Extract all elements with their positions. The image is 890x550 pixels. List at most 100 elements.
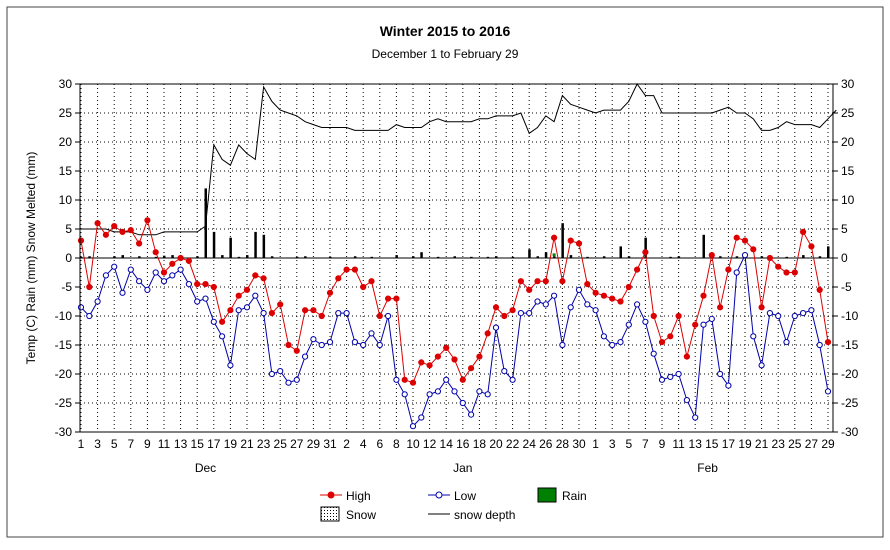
high-point xyxy=(302,307,309,314)
high-point xyxy=(600,292,608,299)
month-label: Jan xyxy=(453,461,472,475)
y-tick-label-right: -15 xyxy=(841,338,859,352)
high-point xyxy=(575,240,583,247)
snow-bar xyxy=(669,256,672,258)
snow-bar xyxy=(304,256,307,258)
low-point xyxy=(542,301,549,308)
high-point xyxy=(526,286,533,293)
snow-bar xyxy=(544,252,548,258)
snow-bar xyxy=(677,256,681,258)
x-tick-label: 28 xyxy=(556,437,570,451)
x-tick-label: 5 xyxy=(625,437,632,451)
high-point xyxy=(443,344,450,351)
low-point xyxy=(451,388,458,395)
snow-bar xyxy=(453,256,456,258)
low-point xyxy=(517,310,525,317)
x-tick-label: 18 xyxy=(473,437,487,451)
snow-bar xyxy=(262,234,266,258)
chart-border xyxy=(6,6,884,538)
snow-bar xyxy=(270,256,274,258)
high-point xyxy=(551,234,558,241)
low-point xyxy=(791,312,798,320)
high-point xyxy=(243,286,251,293)
snow-bar xyxy=(212,231,216,258)
snow-bar xyxy=(569,255,573,258)
x-tick-label: 3 xyxy=(609,437,616,451)
low-point xyxy=(326,339,334,346)
low-point xyxy=(219,333,226,340)
y-tick-label-left: 15 xyxy=(59,164,73,178)
low-point xyxy=(177,266,184,273)
snow-bar xyxy=(229,237,232,258)
high-point xyxy=(542,278,549,285)
low-point xyxy=(509,376,516,383)
low-point xyxy=(376,341,383,349)
snow-bar xyxy=(702,234,705,258)
x-tick-label: 4 xyxy=(360,437,367,451)
high-point xyxy=(77,237,85,244)
low-point xyxy=(185,281,192,288)
legend-high-label: High xyxy=(346,489,371,503)
high-point xyxy=(376,312,383,320)
low-point xyxy=(733,269,740,276)
snow-bar xyxy=(735,256,739,258)
high-point xyxy=(86,283,93,291)
high-point xyxy=(144,217,151,224)
high-point xyxy=(219,318,226,325)
high-point xyxy=(783,269,790,276)
x-tick-label: 30 xyxy=(572,437,586,451)
snow-bar xyxy=(553,256,556,258)
high-point xyxy=(625,283,632,291)
low-point xyxy=(285,379,292,386)
x-tick-label: 29 xyxy=(307,437,321,451)
low-point xyxy=(476,388,483,395)
x-tick-label: 21 xyxy=(755,437,769,451)
chart-title: Winter 2015 to 2016 xyxy=(380,23,511,39)
snow-bar xyxy=(221,255,224,258)
low-point xyxy=(667,373,674,380)
high-point xyxy=(733,234,740,241)
series-lines xyxy=(77,83,837,430)
low-point xyxy=(634,301,641,308)
low-point xyxy=(808,307,815,314)
y-tick-label-left: -20 xyxy=(55,367,73,381)
x-tick-label: 29 xyxy=(821,437,835,451)
high-point xyxy=(368,278,375,285)
snow-bar xyxy=(644,237,647,258)
high-point xyxy=(517,278,525,285)
y-tick-label-left: 0 xyxy=(65,251,72,265)
snow-bar xyxy=(370,256,373,258)
high-point xyxy=(675,312,682,320)
high-point xyxy=(617,298,624,305)
high-point xyxy=(418,359,425,366)
x-tick-label: 21 xyxy=(240,437,254,451)
legend-low-marker xyxy=(435,491,443,499)
low-point xyxy=(459,399,466,407)
legend-rain: Rain xyxy=(537,487,587,503)
snow-bar xyxy=(818,256,822,258)
high-point xyxy=(293,347,300,354)
low-point xyxy=(111,263,118,270)
low-point xyxy=(385,312,392,320)
high-point xyxy=(708,252,715,259)
high-point xyxy=(227,307,234,314)
high-point xyxy=(194,281,201,288)
snow-bar xyxy=(121,255,124,258)
rain-bar xyxy=(552,253,556,257)
high-point xyxy=(185,257,192,264)
x-tick-label: 1 xyxy=(592,437,599,451)
y-tick-label-right: 30 xyxy=(841,77,855,91)
low-point xyxy=(102,272,110,279)
low-point xyxy=(152,269,159,276)
high-point xyxy=(102,231,110,238)
snow-bar xyxy=(246,255,249,258)
y-tick-label-left: 30 xyxy=(59,77,73,91)
high-point xyxy=(252,272,259,279)
snow-bar xyxy=(420,252,423,258)
x-tick-label: 24 xyxy=(523,437,537,451)
low-point xyxy=(484,391,491,398)
snow-bar xyxy=(827,246,830,258)
high-point xyxy=(717,304,724,311)
